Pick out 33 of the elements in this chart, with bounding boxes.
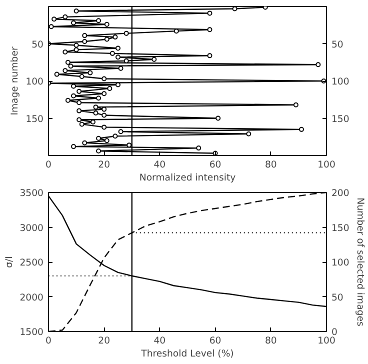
x-tick-label: 0 — [46, 336, 52, 346]
y2-tick-label: 100 — [332, 258, 350, 268]
x-tick-label: 60 — [209, 336, 222, 346]
y2-tick-label: 50 — [332, 39, 344, 50]
y-tick-label: 50 — [32, 39, 44, 50]
y-tick-label: 2000 — [20, 292, 44, 304]
y-tick-label: 1500 — [20, 327, 44, 338]
y-tick-label: 3500 — [20, 188, 44, 199]
y-tick-label: 150 — [26, 114, 44, 125]
x-axis-title: Normalized intensity — [139, 172, 236, 184]
x-tick-label: 80 — [264, 160, 277, 170]
x-tick-label: 100 — [318, 160, 336, 170]
y2-tick-label: 50 — [332, 292, 344, 304]
x-tick-label: 80 — [264, 336, 277, 346]
x-axis-title: Threshold Level (%) — [140, 348, 234, 360]
x-tick-label: 100 — [318, 336, 336, 346]
y-axis-title: Image number — [10, 46, 21, 116]
x-tick-label: 40 — [154, 336, 166, 346]
y2-tick-label: 0 — [332, 327, 338, 338]
y2-tick-label: 150 — [332, 222, 350, 234]
y2-tick-label: 150 — [332, 114, 350, 125]
y-axis-title: σ/I — [4, 256, 15, 268]
x-tick-label: 20 — [98, 336, 110, 346]
x-tick-label: 20 — [98, 160, 110, 170]
y-tick-label: 3000 — [20, 222, 44, 234]
y-tick-label: 100 — [26, 76, 44, 88]
y2-tick-label: 200 — [332, 188, 350, 199]
y2-axis-title: Number of selected images — [354, 198, 366, 326]
x-tick-label: 60 — [209, 160, 222, 170]
x-tick-label: 40 — [154, 160, 166, 170]
x-tick-label: 0 — [46, 160, 52, 170]
y2-tick-label: 100 — [332, 76, 350, 88]
y-tick-label: 2500 — [20, 258, 44, 268]
